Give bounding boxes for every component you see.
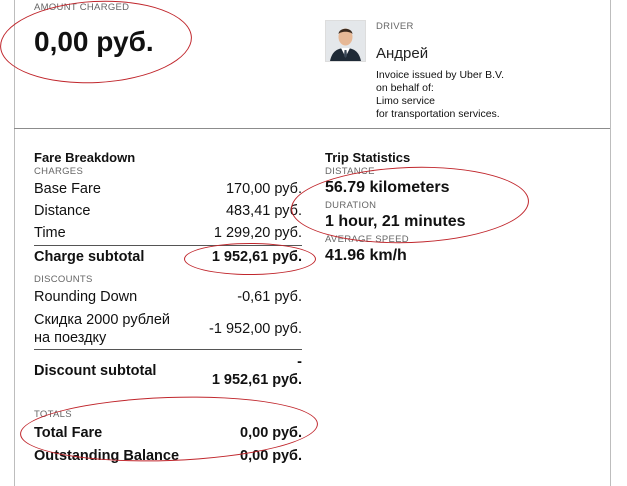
- discount-subtotal-value: - 1 952,61 руб.: [212, 353, 302, 389]
- right-border: [610, 0, 611, 486]
- distance-caption: DISTANCE: [325, 166, 375, 177]
- average-speed-value: 41.96 km/h: [325, 247, 407, 264]
- discount-value: -0,61 руб.: [237, 289, 302, 305]
- discount-row-rounding: Rounding Down -0,61 руб.: [34, 289, 302, 311]
- charge-label: Base Fare: [34, 181, 101, 197]
- charge-subtotal-row: Charge subtotal 1 952,61 руб.: [34, 249, 302, 271]
- invoice-line: Invoice issued by Uber B.V.: [376, 69, 505, 81]
- distance-value: 56.79 kilometers: [325, 179, 450, 196]
- total-fare-label: Total Fare: [34, 425, 103, 441]
- charge-value: 170,00 руб.: [225, 181, 302, 197]
- outstanding-balance-label: Outstanding Balance: [34, 448, 180, 464]
- duration-value: 1 hour, 21 minutes: [325, 213, 466, 230]
- outstanding-balance-row: Outstanding Balance 0,00 руб.: [34, 448, 302, 470]
- charge-value: 483,41 руб.: [225, 203, 302, 219]
- discounts-divider: [34, 349, 302, 350]
- amount-caption: AMOUNT CHARGED: [34, 2, 130, 13]
- charge-label: Time: [34, 225, 66, 241]
- charge-row-distance: Distance 483,41 руб.: [34, 203, 302, 225]
- discount-subtotal-value-line2: 1 952,61 руб.: [211, 372, 302, 388]
- driver-name: Андрей: [376, 45, 429, 62]
- charge-value: 1 299,20 руб.: [213, 225, 302, 241]
- charge-subtotal-label: Charge subtotal: [34, 249, 145, 265]
- outstanding-balance-value: 0,00 руб.: [240, 448, 302, 464]
- discounts-caption: DISCOUNTS: [34, 274, 93, 285]
- charge-label: Distance: [34, 203, 91, 219]
- charge-subtotal-value: 1 952,61 руб.: [211, 249, 302, 265]
- total-fare-row: Total Fare 0,00 руб.: [34, 425, 302, 447]
- totals-caption: TOTALS: [34, 409, 72, 420]
- invoice-line: Limo service: [376, 95, 435, 107]
- discount-label: Скидка 2000 рублей на поездку: [34, 311, 170, 347]
- amount-value: 0,00 руб.: [34, 26, 154, 57]
- discount-subtotal-value-line1: -: [297, 354, 302, 370]
- invoice-line: for transportation services.: [376, 108, 500, 120]
- discount-label-line2: на поездку: [34, 330, 107, 346]
- discount-subtotal-label: Discount subtotal: [34, 363, 157, 379]
- left-border: [14, 0, 15, 486]
- discount-value: -1 952,00 руб.: [209, 321, 302, 337]
- driver-avatar: [325, 20, 366, 62]
- invoice-note: Invoice issued by Uber B.V. on behalf of…: [376, 69, 504, 121]
- total-fare-value: 0,00 руб.: [240, 425, 302, 441]
- driver-photo-icon: [326, 21, 365, 61]
- driver-caption: DRIVER: [376, 21, 414, 32]
- trip-statistics-title: Trip Statistics: [325, 150, 411, 165]
- fare-breakdown-title: Fare Breakdown: [34, 150, 136, 165]
- charges-divider: [34, 245, 302, 246]
- charge-row-time: Time 1 299,20 руб.: [34, 225, 302, 247]
- average-speed-caption: AVERAGE SPEED: [325, 234, 409, 245]
- duration-caption: DURATION: [325, 200, 377, 211]
- discount-label: Rounding Down: [34, 289, 138, 305]
- discount-row-promo: Скидка 2000 рублей на поездку -1 952,00 …: [34, 311, 302, 347]
- discount-label-line1: Скидка 2000 рублей: [34, 312, 171, 328]
- charge-row-base-fare: Base Fare 170,00 руб.: [34, 181, 302, 203]
- invoice-line: on behalf of:: [376, 82, 434, 94]
- charges-caption: CHARGES: [34, 166, 84, 177]
- discount-subtotal-row: Discount subtotal - 1 952,61 руб.: [34, 353, 302, 391]
- header-divider: [14, 128, 610, 129]
